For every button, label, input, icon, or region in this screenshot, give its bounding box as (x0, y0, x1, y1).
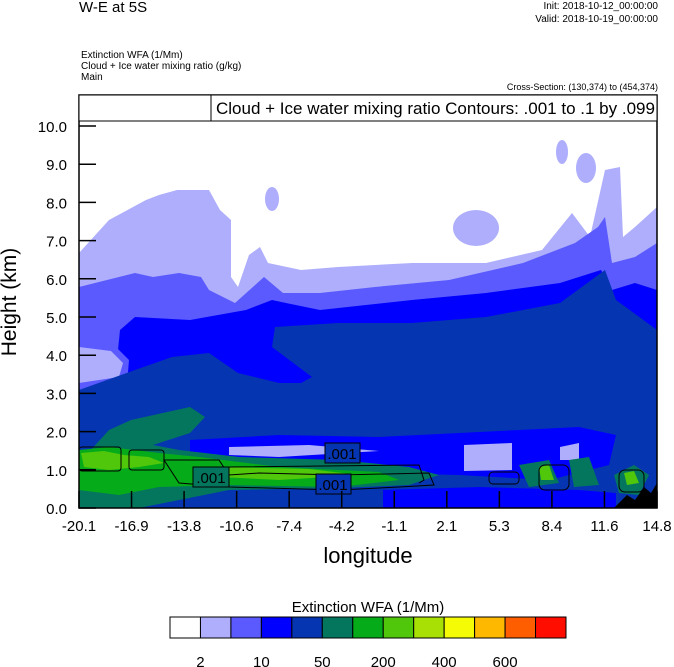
contour-label-boxes: .001 .001 .001 (192, 442, 361, 495)
x-tick-label: -16.9 (114, 518, 148, 535)
valid-time: Valid: 2018-10-19_00:00:00 (535, 14, 658, 25)
colorbar-swatch (382, 616, 415, 639)
fill-lavender-left-inner (79, 347, 123, 383)
colorbar-swatch (443, 616, 476, 639)
field-label-main: Main (81, 72, 103, 83)
colorbar-swatch (199, 616, 232, 639)
colorbar-label: 10 (253, 654, 270, 667)
colorbar-label: 600 (493, 654, 518, 667)
colorbar-swatch (413, 616, 445, 639)
y-tick-label: 2.0 (46, 425, 67, 442)
y-axis-ticks: 0.0 1.0 2.0 3.0 4.0 5.0 6.0 7.0 8.0 9.0 10.0 (38, 119, 96, 518)
contour-label: .001 (318, 477, 347, 494)
contour-label: .001 (196, 470, 225, 487)
y-tick-label: 0.0 (46, 501, 67, 518)
y-tick-label: 4.0 (46, 348, 67, 365)
colorbar-swatch (291, 616, 323, 639)
colorbar-title: Extinction WFA (1/Mm) (292, 599, 445, 616)
fill-lavender-drop (576, 153, 596, 183)
x-tick-label: -1.1 (381, 518, 407, 535)
x-tick-label: -13.8 (167, 518, 201, 535)
y-tick-label: 9.0 (46, 157, 67, 174)
fill-lavender-blob (453, 210, 499, 246)
legend-blank-box (78, 94, 212, 122)
x-axis-ticks: -20.1 -16.9 -13.8 -10.6 -7.4 -4.2 -1.1 2.1 5.3 8.… (62, 491, 672, 535)
y-tick-label: 6.0 (46, 272, 67, 289)
field-label-cloud: Cloud + Ice water mixing ratio (g/kg) (81, 61, 242, 72)
plot-area: .001 .001 .001 -20.1 -16.9 -13.8 -10.6 -7.4-… (38, 94, 672, 535)
y-tick-label: 7.0 (46, 234, 67, 251)
x-tick-label: 2.1 (436, 518, 457, 535)
y-tick-label: 10.0 (38, 119, 67, 136)
colorbar-swatch (352, 616, 384, 639)
contour-label: .001 (327, 446, 356, 463)
y-tick-label: 1.0 (46, 463, 67, 480)
x-tick-label: -20.1 (62, 518, 96, 535)
x-tick-label: -10.6 (220, 518, 254, 535)
fill-lavender-low-band (229, 443, 579, 471)
colorbar-label: 2 (196, 654, 204, 667)
x-tick-label: -7.4 (276, 518, 302, 535)
x-tick-label: 11.6 (590, 518, 618, 535)
colorbar-label: 50 (314, 654, 331, 667)
x-tick-label: -4.2 (329, 518, 355, 535)
x-tick-label: 5.3 (489, 518, 510, 535)
y-tick-label: 3.0 (46, 386, 67, 403)
field-label-extinction: Extinction WFA (1/Mm) (81, 50, 183, 61)
cross-section-label: Cross-Section: (130,374) to (454,374) (506, 82, 658, 92)
colorbar: 2 10 50 200 400 600 (169, 616, 567, 667)
colorbar-swatch (321, 616, 354, 639)
contour-legend-text: Cloud + Ice water mixing ratio Contours:… (216, 99, 655, 118)
y-axis-label: Height (km) (0, 248, 21, 357)
init-time: Init: 2018-10-12_00:00:00 (543, 1, 658, 12)
colorbar-swatch (504, 616, 537, 639)
x-tick-label: 8.4 (541, 518, 562, 535)
colorbar-label: 400 (432, 654, 457, 667)
colorbar-label: 200 (371, 654, 396, 667)
colorbar-swatch (260, 616, 293, 639)
colorbar-swatch (169, 616, 201, 639)
x-tick-label: 14.8 (642, 518, 671, 535)
legend-box (210, 94, 658, 122)
x-axis-label: longitude (323, 543, 412, 568)
fill-lavender-small (265, 187, 279, 211)
colorbar-swatch (230, 616, 262, 639)
terrain (614, 483, 657, 508)
colorbar-swatch (535, 616, 567, 639)
plot-title: W-E at 5S (79, 0, 148, 16)
fill-lavender-spike (556, 140, 568, 164)
y-tick-label: 8.0 (46, 195, 67, 212)
y-tick-label: 5.0 (46, 310, 67, 327)
colorbar-swatch (474, 616, 506, 639)
